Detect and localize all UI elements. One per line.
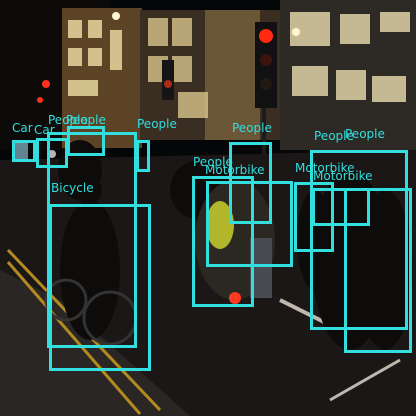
detection-box-people [344,188,412,353]
detection-box-people [47,132,137,348]
hi-vis-jacket [206,201,234,249]
detection-label-bicycle: Bicycle [51,181,94,195]
detection-box-motorbike [206,181,293,267]
detection-label-people: People [48,113,88,127]
detection-box-motorbike [312,188,370,226]
detection-label-car: Car [12,121,33,135]
tail-light [229,292,241,304]
building-windows-right [290,12,410,102]
detection-label-people: People [193,155,233,169]
detection-label-people: People [232,121,272,135]
street-lamp [112,12,120,20]
detection-box-people [67,126,105,156]
detection-label-people: People [345,127,385,141]
detection-box-car [12,140,36,162]
traffic-light-red [259,29,273,43]
detection-label-motorbike: Motorbike [205,163,265,177]
street-lamp [292,28,300,36]
corner-facade [205,10,260,140]
checked-bag [250,238,272,298]
detection-box-people [310,150,408,330]
building-windows-center [148,18,208,118]
detection-box-motorbike [192,176,254,307]
detection-label-people: People [314,129,354,143]
building-windows-left [68,20,122,96]
detection-label-motorbike: Motorbike [295,161,355,175]
detection-label-people: People [66,113,106,127]
detection-box-motorbike [294,182,334,252]
detection-label-motorbike: Motorbike [313,169,373,183]
detection-box-car [36,138,68,168]
detection-box-bicycle [49,204,151,371]
car-headlight [14,142,28,160]
detection-box-people [136,140,150,172]
detection-label-people: People [137,117,177,131]
